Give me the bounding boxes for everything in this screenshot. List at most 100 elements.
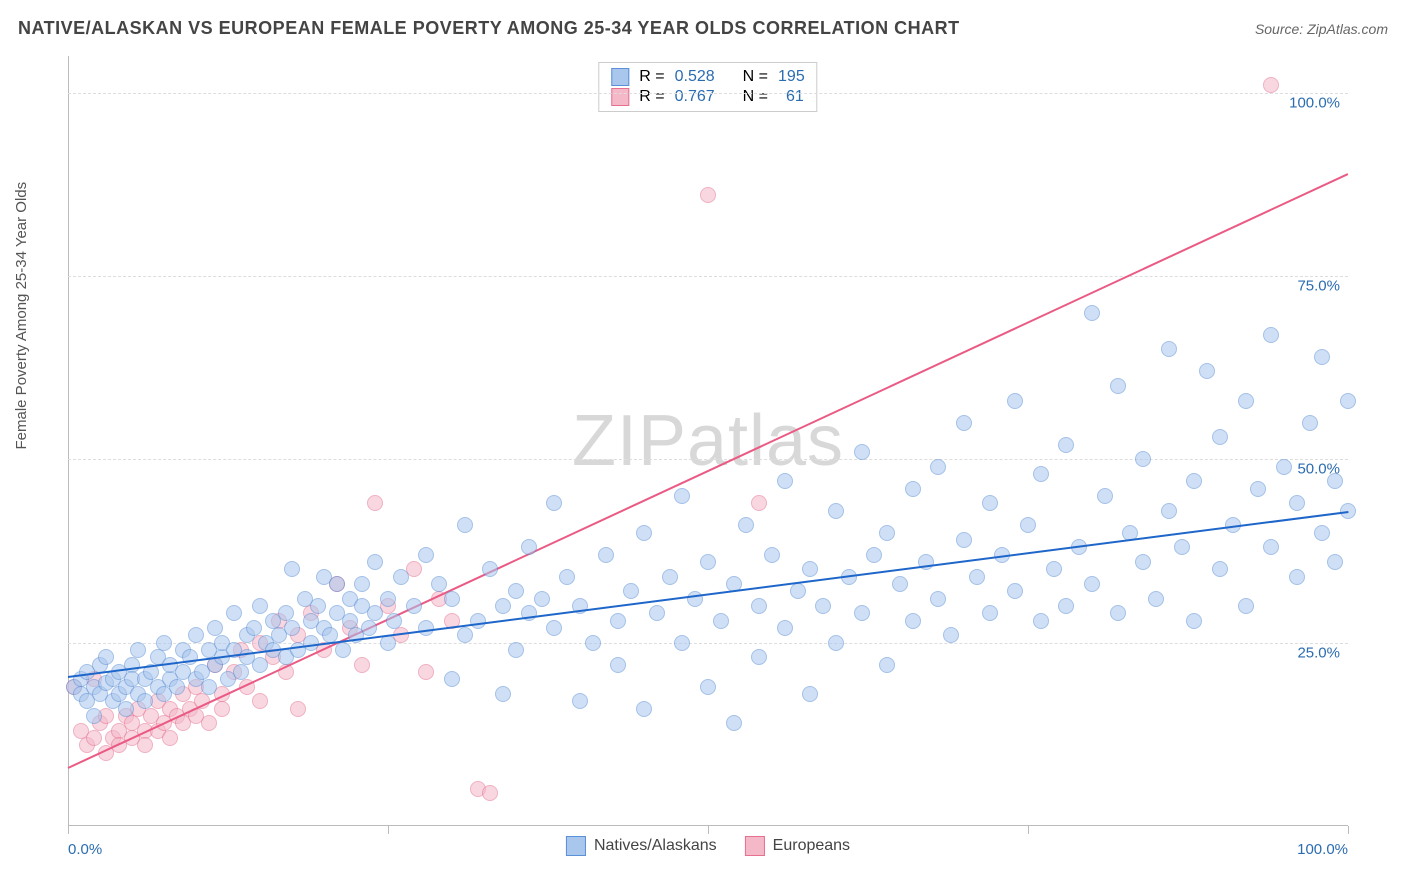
- data-point: [521, 539, 537, 555]
- data-point: [1148, 591, 1164, 607]
- data-point: [482, 785, 498, 801]
- swatch-natives: [566, 836, 586, 856]
- data-point: [790, 583, 806, 599]
- x-tick: [1028, 826, 1029, 834]
- legend-label-europeans: Europeans: [773, 837, 850, 855]
- data-point: [1289, 495, 1305, 511]
- data-point: [1238, 393, 1254, 409]
- y-axis-label: Female Poverty Among 25-34 Year Olds: [13, 182, 30, 450]
- data-point: [444, 671, 460, 687]
- series-legend: Natives/Alaskans Europeans: [566, 836, 850, 856]
- scatter-plot: ZIPatlas R = 0.528 N = 195 R = 0.767 N =…: [68, 56, 1348, 826]
- data-point: [534, 591, 550, 607]
- swatch-europeans: [745, 836, 765, 856]
- data-point: [86, 708, 102, 724]
- data-point: [559, 569, 575, 585]
- data-point: [310, 598, 326, 614]
- data-point: [201, 679, 217, 695]
- data-point: [636, 701, 652, 717]
- data-point: [1327, 554, 1343, 570]
- data-point: [700, 187, 716, 203]
- n-label: N =: [743, 88, 768, 106]
- data-point: [284, 561, 300, 577]
- data-point: [354, 576, 370, 592]
- data-point: [943, 627, 959, 643]
- data-point: [252, 657, 268, 673]
- n-value-natives: 195: [778, 68, 805, 86]
- data-point: [201, 715, 217, 731]
- data-point: [764, 547, 780, 563]
- data-point: [278, 605, 294, 621]
- data-point: [233, 664, 249, 680]
- data-point: [610, 613, 626, 629]
- data-point: [1110, 605, 1126, 621]
- data-point: [636, 525, 652, 541]
- data-point: [956, 532, 972, 548]
- data-point: [674, 635, 690, 651]
- data-point: [662, 569, 678, 585]
- swatch-natives: [611, 68, 629, 86]
- data-point: [457, 627, 473, 643]
- data-point: [431, 576, 447, 592]
- data-point: [905, 613, 921, 629]
- data-point: [418, 664, 434, 680]
- data-point: [1110, 378, 1126, 394]
- data-point: [828, 635, 844, 651]
- data-point: [905, 481, 921, 497]
- data-point: [866, 547, 882, 563]
- data-point: [610, 657, 626, 673]
- data-point: [546, 495, 562, 511]
- x-tick: [1348, 826, 1349, 834]
- data-point: [98, 649, 114, 665]
- data-point: [1084, 576, 1100, 592]
- n-label: N =: [743, 68, 768, 86]
- legend-item-natives: Natives/Alaskans: [566, 836, 717, 856]
- data-point: [956, 415, 972, 431]
- data-point: [1007, 583, 1023, 599]
- data-point: [982, 495, 998, 511]
- data-point: [342, 613, 358, 629]
- data-point: [1314, 349, 1330, 365]
- data-point: [118, 701, 134, 717]
- data-point: [226, 605, 242, 621]
- data-point: [1020, 517, 1036, 533]
- data-point: [393, 569, 409, 585]
- data-point: [687, 591, 703, 607]
- data-point: [335, 642, 351, 658]
- x-tick-label: 100.0%: [1297, 841, 1348, 858]
- data-point: [418, 547, 434, 563]
- data-point: [1186, 473, 1202, 489]
- correlation-legend: R = 0.528 N = 195 R = 0.767 N = 61: [598, 62, 817, 112]
- data-point: [726, 715, 742, 731]
- data-point: [1238, 598, 1254, 614]
- data-point: [495, 686, 511, 702]
- data-point: [1135, 451, 1151, 467]
- data-point: [188, 627, 204, 643]
- data-point: [482, 561, 498, 577]
- data-point: [892, 576, 908, 592]
- data-point: [137, 737, 153, 753]
- data-point: [713, 613, 729, 629]
- data-point: [623, 583, 639, 599]
- data-point: [1161, 341, 1177, 357]
- data-point: [1161, 503, 1177, 519]
- x-tick: [708, 826, 709, 834]
- data-point: [854, 605, 870, 621]
- x-tick-label: 0.0%: [68, 841, 102, 858]
- data-point: [508, 642, 524, 658]
- data-point: [1263, 327, 1279, 343]
- data-point: [1058, 437, 1074, 453]
- data-point: [1212, 561, 1228, 577]
- data-point: [380, 591, 396, 607]
- data-point: [162, 730, 178, 746]
- data-point: [879, 525, 895, 541]
- data-point: [1186, 613, 1202, 629]
- data-point: [982, 605, 998, 621]
- source-attribution: Source: ZipAtlas.com: [1255, 21, 1388, 37]
- data-point: [1340, 393, 1356, 409]
- swatch-europeans: [611, 88, 629, 106]
- chart-container: Female Poverty Among 25-34 Year Olds ZIP…: [48, 56, 1348, 826]
- data-point: [361, 620, 377, 636]
- data-point: [751, 649, 767, 665]
- data-point: [1033, 466, 1049, 482]
